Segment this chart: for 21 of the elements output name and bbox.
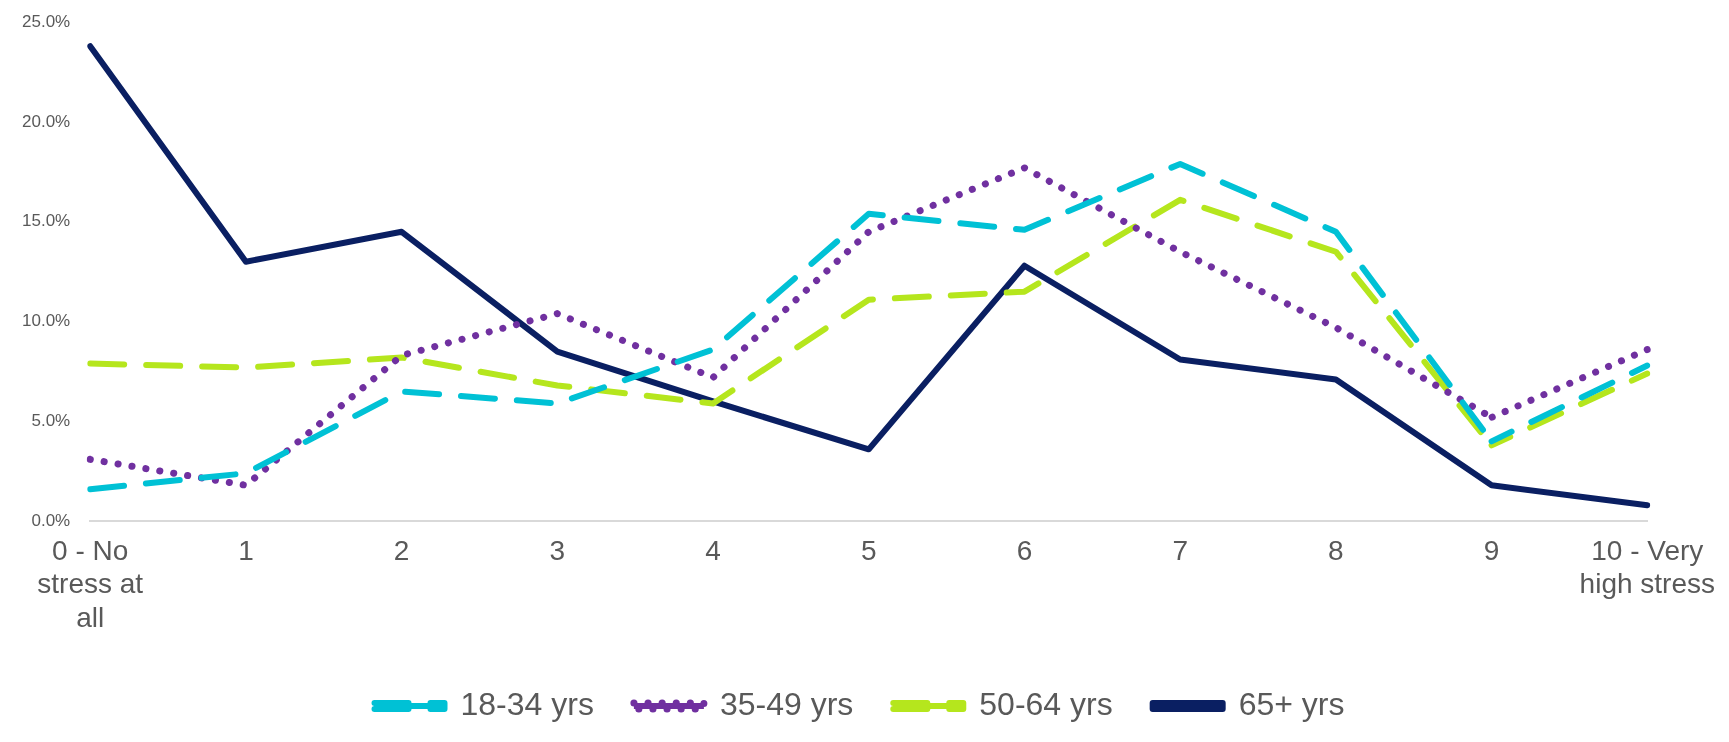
x-tick-label: 9 [1483,534,1500,566]
legend-label: 50-64 yrs [979,685,1113,722]
x-tick-label: 3 [549,534,566,566]
x-tick-label: 4 [705,534,721,566]
x-tick-label: 5 [860,534,877,566]
x-tick-label: 10 - Very high stress [1579,534,1716,600]
x-tick-label: 6 [1016,534,1033,566]
x-tick-label: 7 [1172,534,1188,566]
legend-label: 18-34 yrs [460,685,594,722]
y-tick-label: 10.0% [22,311,71,331]
y-tick-label: 25.0% [22,11,71,31]
y-tick-label: 0.0% [31,510,71,530]
y-tick-label: 5.0% [31,411,71,431]
x-tick-label: 0 - No stress at all [37,534,144,633]
x-tick-label: 1 [238,534,254,566]
y-tick-label: 15.0% [22,211,71,231]
x-tick-label: 2 [393,534,410,566]
x-tick-label: 8 [1328,534,1344,566]
legend-label: 65+ yrs [1238,685,1345,722]
y-tick-label: 20.0% [22,111,71,131]
legend-label: 35-49 yrs [719,685,854,722]
